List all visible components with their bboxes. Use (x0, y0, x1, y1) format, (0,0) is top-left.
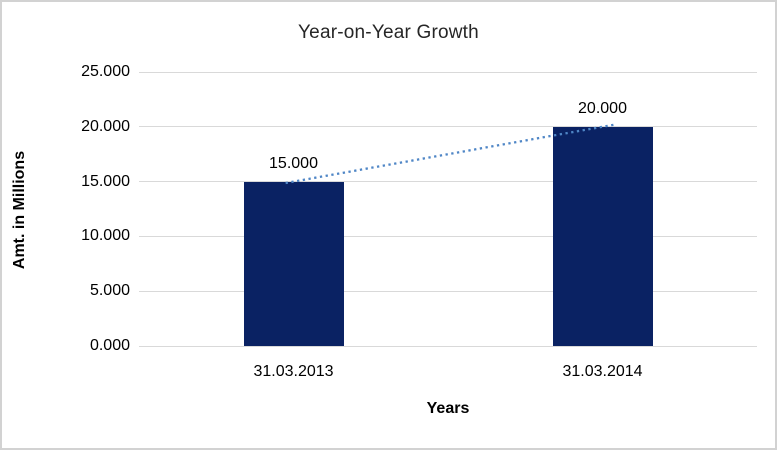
bar (243, 181, 344, 346)
y-axis-tick-label: 15.000 (81, 172, 130, 190)
gridline (139, 71, 757, 73)
x-axis-tick-label: 31.03.2013 (253, 363, 334, 380)
gridline (139, 290, 757, 292)
trendline (285, 123, 615, 185)
x-axis-title: Years (426, 400, 470, 417)
y-axis-tick-label: 25.000 (81, 63, 130, 80)
gridline (139, 126, 757, 128)
bar-data-label: 20.000 (578, 99, 627, 117)
y-axis-tick-label: 20.000 (81, 117, 130, 135)
chart-title: Year-on-Year Growth (298, 22, 479, 43)
y-axis-title: Amt. in Millions (11, 150, 28, 270)
x-axis-tick-label: 31.03.2014 (562, 363, 643, 380)
y-axis-tick-label: 10.000 (81, 227, 130, 245)
gridline (139, 235, 757, 237)
gridline (139, 345, 757, 347)
bar-data-label: 15.000 (269, 154, 318, 172)
y-axis-tick-label: 5.000 (89, 282, 130, 300)
y-axis-tick-label: 0.000 (89, 337, 130, 354)
gridline (139, 181, 757, 183)
bar (552, 126, 653, 346)
